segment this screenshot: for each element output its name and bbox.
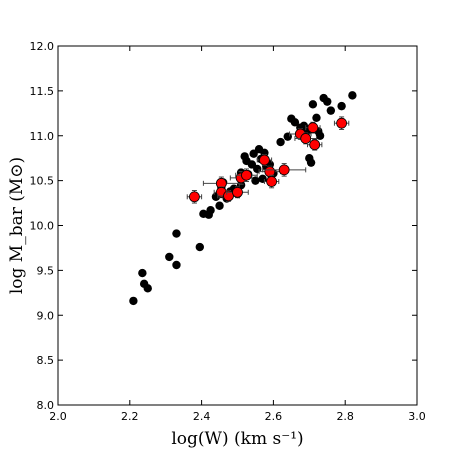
- data-point-red: [333, 116, 350, 130]
- data-point-red: [256, 154, 273, 166]
- y-tick-label: 8.5: [37, 354, 55, 367]
- data-point-red: [202, 176, 240, 191]
- marker-red: [232, 186, 243, 198]
- marker-red: [266, 176, 278, 187]
- y-tick-label: 10.5: [30, 175, 55, 188]
- x-tick-label: 2.8: [336, 410, 354, 423]
- x-tick-label: 2.4: [193, 410, 211, 423]
- y-tick-label: 11.0: [30, 130, 55, 143]
- data-point-red: [262, 163, 307, 177]
- data-point-black: [215, 201, 224, 210]
- y-axis-label: log M_bar (M⊙): [7, 157, 27, 294]
- data-point-black: [195, 242, 205, 252]
- data-point-black: [129, 296, 138, 306]
- data-point-black: [337, 101, 346, 111]
- data-point-red: [186, 189, 203, 204]
- data-point-red: [226, 186, 249, 199]
- y-tick-label: 8.0: [37, 399, 55, 412]
- red-series: [186, 116, 350, 204]
- marker-red: [189, 191, 200, 203]
- data-point-black: [323, 97, 332, 106]
- marker-red: [307, 122, 319, 134]
- y-tick-label: 9.0: [37, 309, 55, 322]
- plot-frame: [57, 45, 418, 406]
- marker-red: [241, 169, 252, 181]
- marker-red: [278, 164, 290, 176]
- data-point-black: [143, 284, 152, 293]
- data-point-black: [312, 113, 321, 123]
- data-point-black: [172, 260, 181, 270]
- y-tick-label: 10.0: [30, 220, 55, 233]
- data-point-black: [165, 252, 174, 262]
- data-point-red: [305, 121, 321, 134]
- y-tick-label: 12.0: [30, 40, 55, 53]
- data-point-black: [206, 206, 215, 215]
- marker-red: [259, 154, 270, 166]
- data-point-red: [258, 165, 282, 178]
- data-point-black: [290, 118, 300, 127]
- data-point-black: [326, 106, 336, 115]
- black-series: [129, 91, 357, 306]
- data-point-black: [315, 131, 325, 140]
- axis-ticks: 2.0 2.2 2.4 2.6 2.8 3.0 8.0 8.5 9.0 9.5 10.0 10.5 11…: [30, 40, 426, 423]
- x-tick-label: 3.0: [408, 410, 426, 423]
- data-point-red: [263, 174, 280, 189]
- marker-red: [309, 139, 321, 151]
- data-point-black: [348, 91, 357, 100]
- x-axis-label: log(W) (km s⁻¹): [171, 429, 303, 449]
- data-point-black: [276, 137, 285, 147]
- x-tick-label: 2.2: [121, 410, 139, 423]
- data-point-black: [306, 158, 316, 167]
- data-point-red: [307, 138, 323, 151]
- data-point-red: [235, 168, 258, 183]
- x-tick-label: 2.6: [265, 410, 283, 423]
- y-tick-label: 9.5: [37, 264, 55, 277]
- data-point-black: [251, 176, 260, 185]
- data-point-black: [172, 229, 181, 238]
- data-point-black: [308, 100, 318, 109]
- y-tick-label: 11.5: [30, 85, 55, 98]
- x-tick-label: 2.0: [49, 410, 67, 423]
- data-point-black: [138, 268, 147, 278]
- marker-red: [336, 117, 348, 129]
- marker-red: [300, 133, 312, 144]
